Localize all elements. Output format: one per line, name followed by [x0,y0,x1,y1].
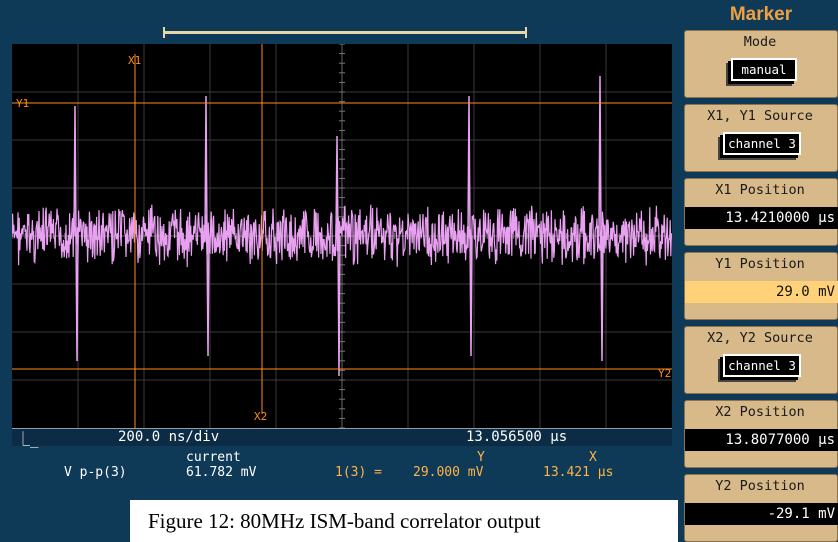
y1-position-label: Y1 Position [715,256,805,272]
waveform-graticule: Y1 X1 X2 Y2 [12,44,672,428]
delay-readout: 13.056500 µs [466,429,568,445]
mode-softkey[interactable]: Mode manual [684,30,838,98]
x1-position-value[interactable]: 13.4210000 µs [685,207,838,229]
x2-position-value[interactable]: 13.8077000 µs [685,429,838,451]
status-bar: ⎿_ 200.0 ns/div 13.056500 µs [12,428,672,448]
x1y1-source-softkey[interactable]: X1, Y1 Source channel 3 [684,104,838,172]
mode-selector[interactable]: manual [731,58,797,81]
y-header: Y [477,450,485,465]
top-bar [0,0,684,44]
measurement-label: V p-p(3) [64,465,127,480]
trigger-edge-icon: ⎿_ [16,432,39,448]
current-header: current [186,450,241,465]
y2-marker-label: Y2 [658,367,671,380]
timebase-readout: 200.0 ns/div [118,429,220,445]
marker-reference: 1(3) = [335,465,382,480]
panel-title: Marker [729,4,793,25]
trace-spike [73,105,79,362]
x-value: 13.421 µs [543,465,614,480]
waveform-display: Y1 X1 X2 Y2 [12,44,672,428]
x1y1-source-selector[interactable]: channel 3 [723,132,801,155]
y1-position-softkey[interactable]: Y1 Position 29.0 mV [684,252,838,320]
trace-spike [467,95,473,357]
figure-caption: Figure 12: 80MHz ISM-band correlator out… [130,500,678,542]
x1-position-softkey[interactable]: X1 Position 13.4210000 µs [684,178,838,246]
marker-softkey-panel: Marker Mode manual X1, Y1 Source channel… [684,0,838,542]
measurement-readout: current Y X V p-p(3) 61.782 mV 1(3) = 29… [12,448,684,542]
x2-position-softkey[interactable]: X2 Position 13.8077000 µs [684,400,838,468]
current-value: 61.782 mV [186,465,257,480]
y1-position-value[interactable]: 29.0 mV [685,281,838,303]
x-header: X [589,450,597,465]
x2-marker-label: X2 [254,410,267,423]
y-value: 29.000 mV [413,465,484,480]
x1-marker-label: X1 [128,54,141,67]
y2-position-value[interactable]: -29.1 mV [685,503,838,525]
channel-3-trace [12,204,672,268]
y2-position-label: Y2 Position [715,478,805,494]
time-window-indicator [163,27,527,38]
y1-marker-label: Y1 [16,97,29,110]
x1y1-source-label: X1, Y1 Source [707,108,813,124]
trace-spike [335,135,341,377]
x2y2-source-selector[interactable]: channel 3 [723,354,801,377]
trace-spike [598,75,604,362]
x1-position-label: X1 Position [715,182,805,198]
x2-position-label: X2 Position [715,404,805,420]
trace-spike [204,95,210,357]
y2-position-softkey[interactable]: Y2 Position -29.1 mV [684,474,838,542]
mode-label: Mode [743,34,777,50]
x2y2-source-label: X2, Y2 Source [707,330,813,346]
x2y2-source-softkey[interactable]: X2, Y2 Source channel 3 [684,326,838,394]
